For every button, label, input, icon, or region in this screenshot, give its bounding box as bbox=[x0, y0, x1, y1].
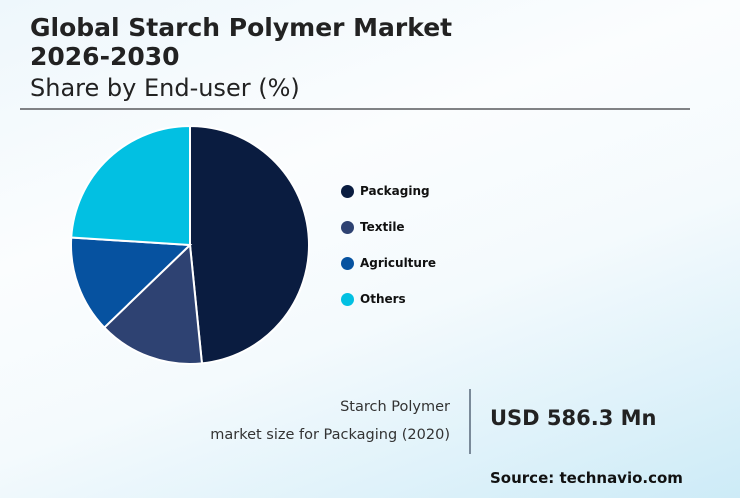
legend-label: Textile bbox=[360, 220, 405, 234]
legend: Packaging Textile Agriculture Others bbox=[341, 173, 436, 317]
pie-slice-others bbox=[70, 124, 191, 247]
pie-slice-agriculture bbox=[70, 236, 193, 329]
legend-label: Packaging bbox=[360, 184, 430, 198]
legend-swatch-icon bbox=[341, 292, 354, 306]
source-credit: Source: technavio.com bbox=[490, 469, 683, 487]
legend-swatch-icon bbox=[341, 184, 354, 198]
legend-item-others: Others bbox=[341, 281, 436, 317]
chart-subtitle: Share by End-user (%) bbox=[30, 74, 300, 102]
legend-item-textile: Textile bbox=[341, 209, 436, 245]
title-line-2: 2026-2030 bbox=[30, 42, 180, 71]
stat-value: USD 586.3 Mn bbox=[490, 406, 657, 430]
legend-label: Others bbox=[360, 292, 406, 306]
pie-slice-packaging bbox=[189, 124, 310, 365]
legend-swatch-icon bbox=[341, 220, 354, 234]
pie-chart bbox=[70, 124, 310, 365]
legend-swatch-icon bbox=[341, 256, 354, 270]
stat-label-line-2: market size for Packaging (2020) bbox=[210, 427, 450, 443]
legend-item-packaging: Packaging bbox=[341, 173, 436, 209]
legend-item-agriculture: Agriculture bbox=[341, 245, 436, 281]
title-line-1: Global Starch Polymer Market bbox=[30, 13, 453, 42]
stat-divider bbox=[469, 389, 471, 454]
header-divider bbox=[20, 108, 690, 110]
chart-title: Global Starch Polymer Market 2026-2030 bbox=[30, 13, 452, 71]
legend-label: Agriculture bbox=[360, 256, 437, 270]
pie-slice-textile bbox=[102, 242, 204, 365]
stat-label-line-1: Starch Polymer bbox=[340, 399, 450, 415]
